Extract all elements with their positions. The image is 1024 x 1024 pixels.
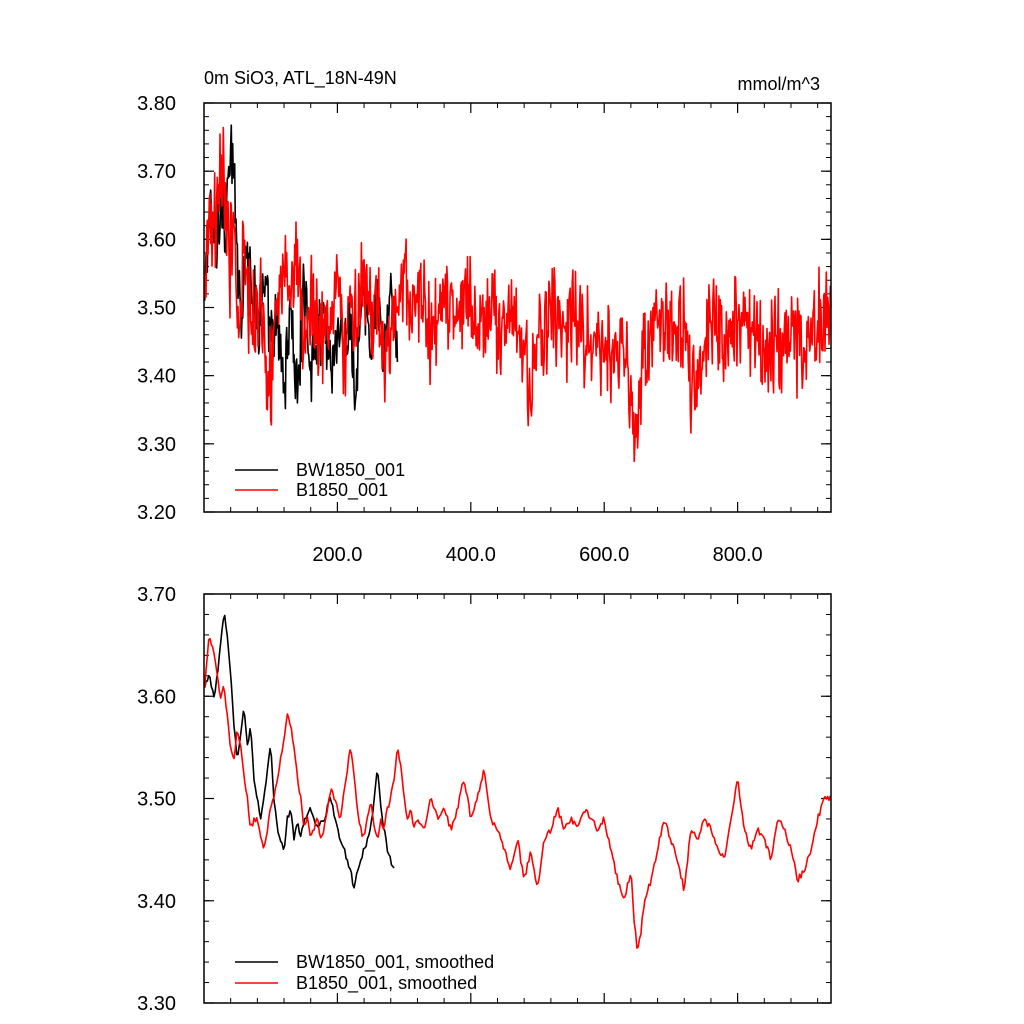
top-ytick-label: 3.20 — [137, 502, 176, 524]
bottom-ytick-label: 3.50 — [137, 789, 176, 811]
bottom-ytick-label: 3.60 — [137, 686, 176, 708]
top-series — [203, 124, 832, 463]
top-ytick-label: 3.50 — [137, 298, 176, 320]
top-ytick-label: 3.80 — [137, 93, 176, 115]
bottom-plot-frame — [203, 593, 832, 1004]
legend-label-b1850: B1850_001 — [296, 480, 388, 501]
bottom-ytick-label: 3.30 — [137, 993, 176, 1015]
top-ytick-label: 3.60 — [137, 229, 176, 251]
legend-label-bw1850-smoothed: BW1850_001, smoothed — [296, 952, 494, 973]
top-xtick-label: 200.0 — [312, 544, 362, 566]
top-ytick-label: 3.70 — [137, 161, 176, 183]
bottom-series-bw1850 — [203, 614, 395, 889]
bottom-series — [203, 614, 832, 949]
top-plot-frame — [203, 102, 832, 513]
panel-top: 0m SiO3, ATL_18N-49N mmol/m^3 3.203.303.… — [137, 68, 832, 566]
panel-bottom: 3.30 3.40 3.50 3.60 3.70 BW1850_001, smoothe… — [137, 584, 832, 1015]
top-xtick-label: 400.0 — [446, 544, 496, 566]
top-ytick-label: 3.40 — [137, 366, 176, 388]
top-ytick-label: 3.30 — [137, 434, 176, 456]
top-axes: 3.20 3.30 3.40 3.50 3.60 3.70 3.80 200.0 400.0 60… — [137, 93, 831, 566]
top-xtick-label: 800.0 — [713, 544, 763, 566]
legend-label-b1850-smoothed: B1850_001, smoothed — [296, 973, 477, 994]
legend-label-bw1850: BW1850_001 — [296, 460, 405, 481]
bottom-series-b1850 — [203, 637, 832, 949]
top-legend: BW1850_001 B1850_001 — [235, 460, 405, 501]
bottom-legend: BW1850_001, smoothed B1850_001, smoothed — [235, 952, 494, 994]
bottom-ytick-label: 3.70 — [137, 584, 176, 606]
panel-top-title: 0m SiO3, ATL_18N-49N — [204, 68, 397, 89]
top-series-bw1850 — [203, 124, 399, 411]
top-xtick-label: 600.0 — [579, 544, 629, 566]
bottom-ytick-label: 3.40 — [137, 891, 176, 913]
panel-top-units: mmol/m^3 — [738, 74, 820, 94]
top-series-b1850 — [203, 126, 832, 463]
bottom-axes: 3.30 3.40 3.50 3.60 3.70 — [137, 584, 831, 1015]
